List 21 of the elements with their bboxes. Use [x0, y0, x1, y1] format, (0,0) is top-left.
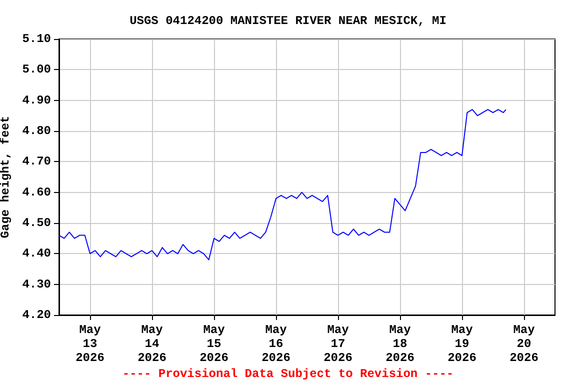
y-tick-label: 4.30 — [22, 277, 51, 292]
x-tick-label: May 20 2026 — [510, 323, 538, 365]
x-tick-label: May 17 2026 — [324, 323, 352, 365]
x-tick-label: May 15 2026 — [200, 323, 228, 365]
y-tick-label: 5.00 — [22, 62, 51, 77]
chart-title: USGS 04124200 MANISTEE RIVER NEAR MESICK, MI — [130, 14, 446, 28]
y-tick-label: 4.20 — [22, 308, 51, 322]
y-tick-label: 5.10 — [22, 32, 51, 46]
y-tick-label: 4.40 — [22, 246, 51, 261]
x-tick-label: May 13 2026 — [76, 323, 104, 365]
x-tick-label: May 19 2026 — [448, 323, 476, 365]
line-series — [58, 109, 506, 260]
x-tick-label: May 18 2026 — [386, 323, 414, 365]
y-tick-label: 4.80 — [22, 124, 51, 138]
y-tick-label: 4.90 — [22, 93, 51, 108]
text: ---- Provisional Data Subject to Revision ---- — [122, 367, 454, 381]
x-tick-label: May 14 2026 — [138, 323, 166, 365]
x-tick-label: May 16 2026 — [262, 323, 290, 365]
y-tick-label: 4.50 — [22, 216, 51, 230]
y-tick-label: 4.60 — [22, 185, 51, 200]
y-tick-label: 4.70 — [22, 154, 51, 169]
